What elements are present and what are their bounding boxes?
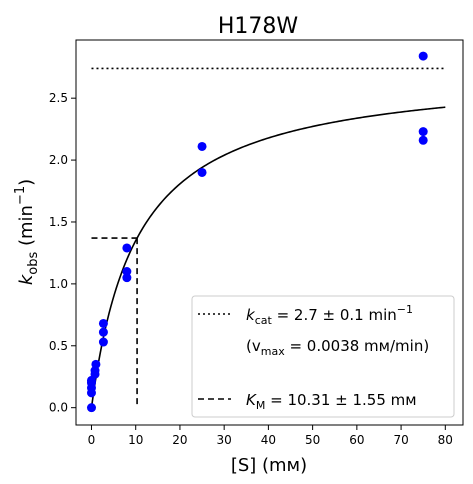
data-point <box>91 359 101 369</box>
data-point <box>418 51 428 61</box>
x-tick-label: 40 <box>261 433 276 447</box>
chart-title: H178W <box>218 14 299 39</box>
data-point <box>122 243 132 253</box>
data-point <box>122 266 132 276</box>
y-tick-label: 2.0 <box>49 153 68 167</box>
x-tick-label: 50 <box>305 433 320 447</box>
y-label-close: ) <box>16 179 37 186</box>
x-tick-label: 10 <box>128 433 143 447</box>
x-tick-label: 0 <box>88 433 96 447</box>
legend-entry-kcat: kcat = 2.7 ± 0.1 min−1 <box>246 303 413 327</box>
y-label-sup: −1 <box>13 186 28 205</box>
y-axis-label: kobs (min−1) <box>13 179 41 285</box>
plot-area: 0 10 20 30 40 50 60 70 80 0.0 0.5 1.0 1.5 2.0 2.5 <box>49 39 464 447</box>
data-point <box>197 141 207 151</box>
x-tick-label: 70 <box>393 433 408 447</box>
y-tick-label: 1.5 <box>49 215 68 229</box>
y-tick-label: 2.5 <box>49 91 68 105</box>
x-axis: 0 10 20 30 40 50 60 70 80 <box>88 425 453 447</box>
legend-entry-vmax: (vmax = 0.0038 mм/min) <box>246 337 429 358</box>
data-point <box>98 337 108 347</box>
reference-lines <box>91 67 446 408</box>
y-label-k: k <box>16 273 37 285</box>
y-label-sub: obs <box>26 252 41 275</box>
data-points <box>86 51 428 413</box>
y-tick-label: 0.0 <box>49 401 68 415</box>
data-point <box>98 327 108 337</box>
y-label-unit: (min <box>16 205 37 252</box>
legend: kcat = 2.7 ± 0.1 min−1 (vmax = 0.0038 mм… <box>191 295 455 418</box>
legend-entry-km: KM = 10.31 ± 1.55 mм <box>246 391 417 412</box>
legend-box <box>191 295 455 418</box>
data-point <box>98 318 108 328</box>
y-axis: 0.0 0.5 1.0 1.5 2.0 2.5 <box>49 91 76 415</box>
fit-curve <box>90 106 446 408</box>
data-point <box>122 273 132 283</box>
data-point <box>86 403 96 413</box>
y-tick-label: 0.5 <box>49 339 68 353</box>
y-tick-label: 1.0 <box>49 277 68 291</box>
plot-frame <box>75 39 464 426</box>
data-point <box>197 167 207 177</box>
x-tick-label: 80 <box>438 433 453 447</box>
data-point <box>418 135 428 145</box>
x-axis-label: [S] (mм) <box>231 455 307 476</box>
data-point <box>418 127 428 137</box>
x-tick-label: 30 <box>217 433 232 447</box>
x-tick-label: 60 <box>349 433 364 447</box>
x-tick-label: 20 <box>172 433 187 447</box>
